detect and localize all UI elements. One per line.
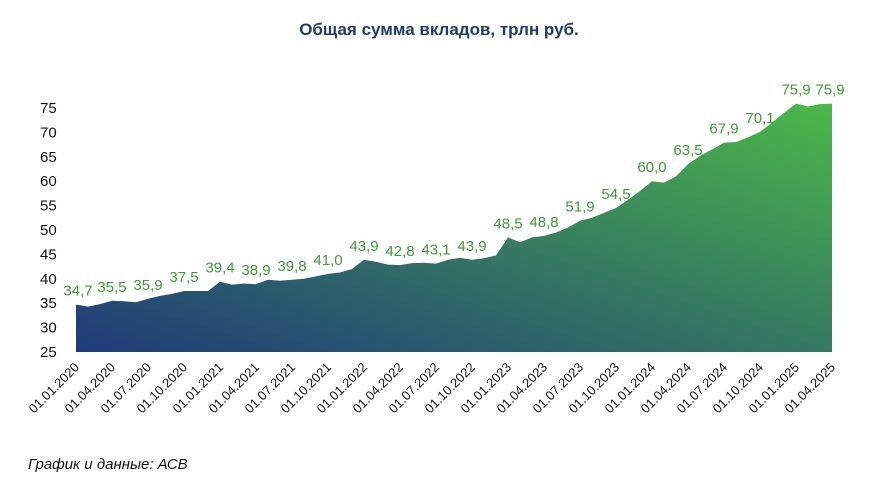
data-label: 75,9 xyxy=(781,82,810,99)
y-tick-label: 65 xyxy=(40,149,57,166)
data-label: 43,9 xyxy=(457,238,486,255)
y-axis: 25 30 35 40 45 50 55 60 65 70 75 xyxy=(40,100,57,361)
area-layer xyxy=(76,103,832,352)
data-label: 70,1 xyxy=(745,110,774,127)
y-tick-label: 50 xyxy=(40,222,57,239)
data-label: 39,8 xyxy=(277,258,306,275)
data-label: 75,9 xyxy=(815,82,844,99)
data-label: 37,5 xyxy=(169,269,198,286)
data-label: 35,5 xyxy=(97,279,126,296)
data-label: 63,5 xyxy=(673,142,702,159)
y-tick-label: 30 xyxy=(40,320,57,337)
y-tick-label: 40 xyxy=(40,271,57,288)
source-note: График и данные: АСВ xyxy=(28,456,188,473)
data-label: 43,1 xyxy=(421,242,450,259)
data-label: 54,5 xyxy=(601,186,630,203)
data-label: 34,7 xyxy=(63,283,92,300)
data-label: 42,8 xyxy=(385,243,414,260)
x-axis: 01.01.202001.04.202001.07.202001.10.2020… xyxy=(25,360,838,417)
y-tick-label: 55 xyxy=(40,198,57,215)
y-tick-label: 60 xyxy=(40,173,57,190)
y-tick-label: 75 xyxy=(40,100,57,117)
data-label: 60,0 xyxy=(637,159,666,176)
y-tick-label: 25 xyxy=(40,344,57,361)
series-area xyxy=(76,103,832,352)
data-label: 67,9 xyxy=(709,121,738,138)
data-label: 48,5 xyxy=(493,215,522,232)
data-labels: 34,7 35,5 35,9 37,5 39,4 38,9 39,8 41,0 43,9 42,8… xyxy=(63,82,844,300)
data-label: 39,4 xyxy=(205,260,234,277)
data-label: 48,8 xyxy=(529,214,558,231)
data-label: 43,9 xyxy=(349,238,378,255)
y-tick-label: 45 xyxy=(40,246,57,263)
y-tick-label: 70 xyxy=(40,124,57,141)
data-label: 41,0 xyxy=(313,252,342,269)
data-label: 51,9 xyxy=(565,199,594,216)
chart-title: Общая сумма вкладов, трлн руб. xyxy=(299,20,579,39)
data-label: 38,9 xyxy=(241,262,270,279)
y-tick-label: 35 xyxy=(40,295,57,312)
data-label: 35,9 xyxy=(133,277,162,294)
